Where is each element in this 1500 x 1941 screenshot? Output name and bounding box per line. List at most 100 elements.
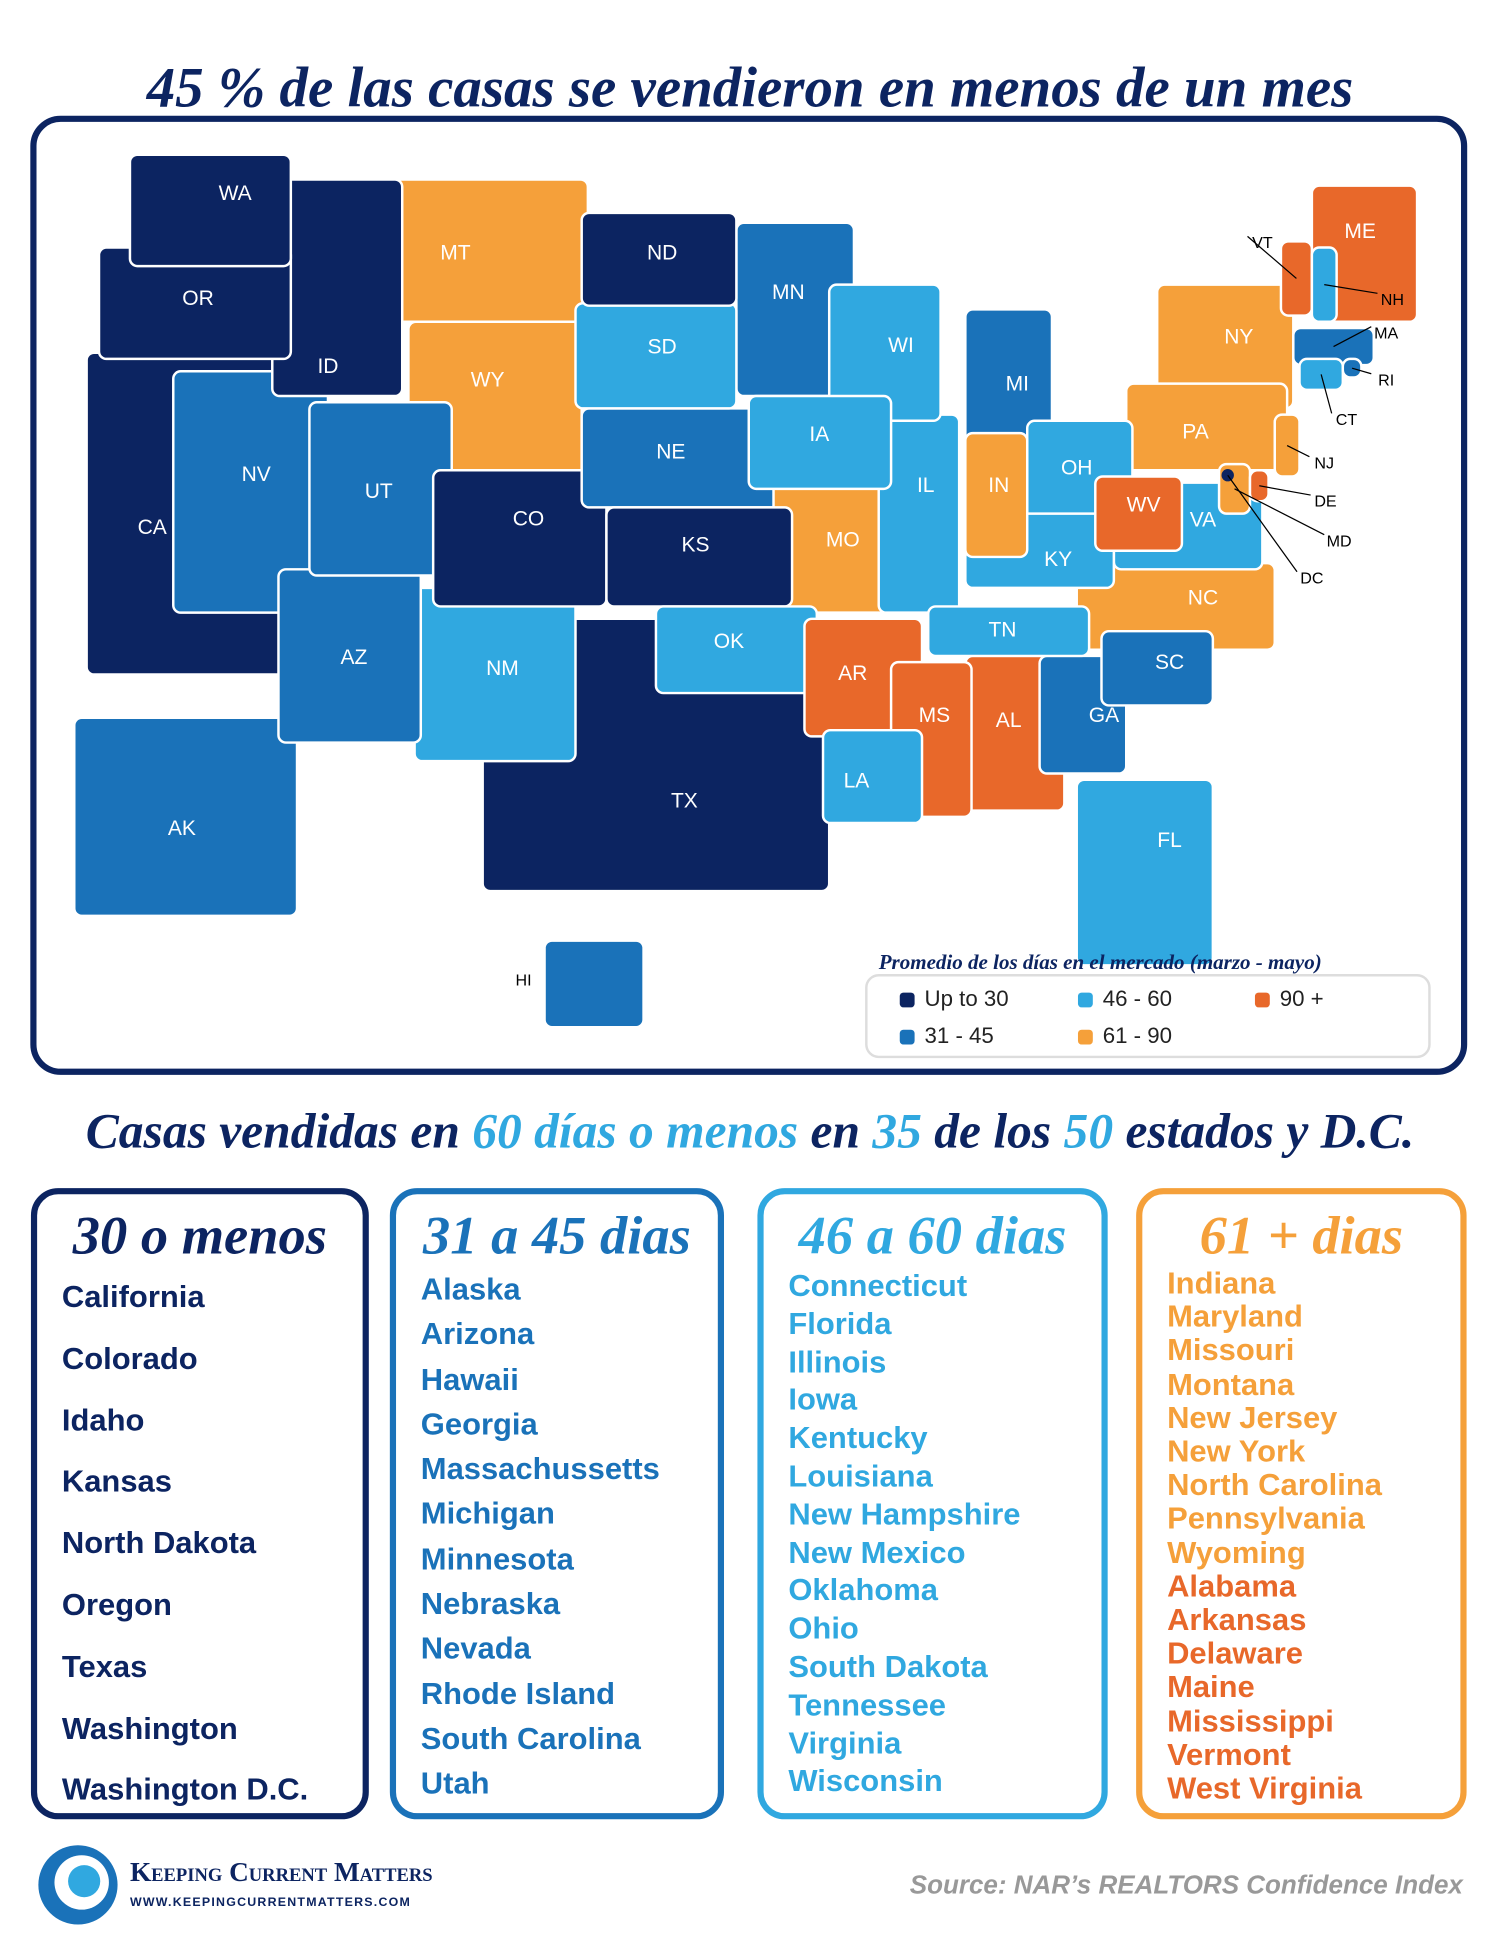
state-name: Michigan [420, 1496, 555, 1532]
legend-label: 90 + [1280, 986, 1324, 1011]
state-label: SD [648, 335, 677, 358]
state-label: MA [1374, 324, 1398, 342]
state-name: Oklahoma [788, 1573, 938, 1609]
column-title: 61 + dias [1199, 1205, 1404, 1267]
state-name: South Carolina [420, 1721, 641, 1757]
state [821, 728, 924, 825]
state-name: Illinois [788, 1344, 887, 1380]
state-name: Kansas [61, 1464, 172, 1500]
state-label: CA [138, 516, 167, 539]
state-label: GA [1089, 704, 1119, 727]
state-label: MS [919, 704, 951, 727]
leader-line [1247, 235, 1297, 279]
state-name: South Dakota [788, 1649, 988, 1685]
legend: Up to 30 31 - 45 46 - 60 61 - 90 90 + [899, 986, 1324, 1048]
state-name: Idaho [61, 1402, 145, 1438]
state-label: KY [1044, 548, 1072, 571]
state-name: Ohio [788, 1611, 859, 1647]
state-name: Montana [1167, 1367, 1295, 1402]
state-name: Florida [788, 1306, 892, 1342]
map: WA OR ID CA ND CO KS TX DC AK AZ HI GA MA MI MN NE NV RI SC… [30, 115, 1468, 1075]
state-name: Arizona [420, 1317, 535, 1352]
state-name: Washington D.C. [61, 1772, 309, 1808]
state-name: Nevada [420, 1631, 531, 1667]
state-name: Missouri [1167, 1333, 1295, 1369]
state-label: NE [656, 441, 685, 464]
state-label: NM [486, 657, 519, 680]
state-label: RI [1378, 371, 1394, 389]
state-name: Nebraska [420, 1586, 561, 1622]
state-label: OR [182, 287, 214, 310]
state-label: NJ [1314, 454, 1334, 472]
column: 46 a 60 dias Connecticut Florida Illinois Io… [757, 1188, 1108, 1820]
state-name: New Jersey [1167, 1400, 1338, 1436]
state-label: MI [1006, 372, 1029, 395]
legend-swatch [1077, 1029, 1093, 1045]
state-label: NV [242, 463, 271, 486]
state-label: MO [826, 528, 860, 551]
subtitle-part: 60 días o menos [472, 1102, 799, 1159]
subtitle: Casas vendidas en 60 días o menos en 35 … [0, 1101, 1500, 1159]
column: 31 a 45 dias Alaska Arizona Hawaii Georgia Ma… [389, 1188, 725, 1820]
state [1279, 240, 1314, 317]
state-label: TN [988, 619, 1016, 642]
state-label: ME [1344, 220, 1376, 243]
state [605, 506, 794, 608]
logo-inner [68, 1865, 101, 1898]
state-name: Tennessee [788, 1687, 947, 1723]
state-label: MT [440, 241, 471, 264]
state-name: New Hampshire [788, 1497, 1021, 1532]
column: 30 o menos California Colorado Idaho Kansas N… [30, 1188, 369, 1822]
state-label: ND [647, 241, 677, 264]
state [747, 394, 893, 491]
state-name: Maryland [1167, 1299, 1303, 1335]
column: 61 + dias Indiana Maryland Missouri Montana N… [1136, 1188, 1467, 1820]
state-name: Connecticut [788, 1268, 968, 1304]
state [1100, 629, 1215, 707]
state-label: AZ [341, 646, 368, 669]
state-label: VA [1190, 509, 1216, 532]
state-name: Rhode Island [420, 1676, 616, 1712]
state-name: Wisconsin [788, 1764, 943, 1799]
leader-line [1286, 444, 1310, 458]
state-name: Oregon [61, 1587, 172, 1623]
state-label: VT [1252, 234, 1273, 252]
state [580, 211, 738, 307]
state-label: MD [1327, 532, 1352, 550]
source: Source: NAR’s REALTORS Confidence Index [909, 1871, 1463, 1900]
state-name: Louisiana [788, 1459, 933, 1494]
subtitle-part: estados y D.C. [1113, 1102, 1415, 1159]
state-label: AL [996, 709, 1022, 732]
state [1221, 469, 1234, 482]
state-label: IL [917, 474, 935, 497]
leader-line [1333, 326, 1372, 348]
state-name: Colorado [61, 1341, 198, 1376]
state-name: Arkansas [1167, 1602, 1307, 1638]
state [128, 153, 293, 268]
state-name: Alaska [420, 1272, 521, 1307]
state-name: New Mexico [788, 1535, 966, 1571]
legend-note: (marzo - mayo) [1190, 950, 1322, 974]
state-label: PA [1182, 421, 1208, 444]
legend-label: Up to 30 [925, 986, 1009, 1011]
state-label: IA [809, 423, 829, 446]
column-title: 31 a 45 dias [423, 1205, 691, 1267]
legend-label: 61 - 90 [1103, 1023, 1172, 1048]
state-label: DE [1314, 493, 1337, 511]
column-list: California Colorado Idaho Kansas North Dakot… [37, 1267, 362, 1822]
state-label: NH [1381, 291, 1404, 309]
state [1094, 475, 1184, 552]
state-label: NC [1188, 587, 1218, 610]
state-label: AR [838, 662, 867, 685]
state-name: Delaware [1167, 1636, 1303, 1672]
state-label: LA [844, 770, 870, 793]
state-label: KS [682, 533, 710, 556]
state [543, 939, 645, 1029]
state [1075, 778, 1215, 967]
states: WA OR ID CA ND CO KS TX DC AK AZ HI GA MA MI MN NE NV RI SC… [73, 153, 1419, 1029]
state-name: North Dakota [61, 1526, 257, 1561]
state-label: OH [1061, 457, 1093, 480]
state-name: Vermont [1167, 1737, 1291, 1773]
state-name: West Virginia [1167, 1771, 1362, 1806]
